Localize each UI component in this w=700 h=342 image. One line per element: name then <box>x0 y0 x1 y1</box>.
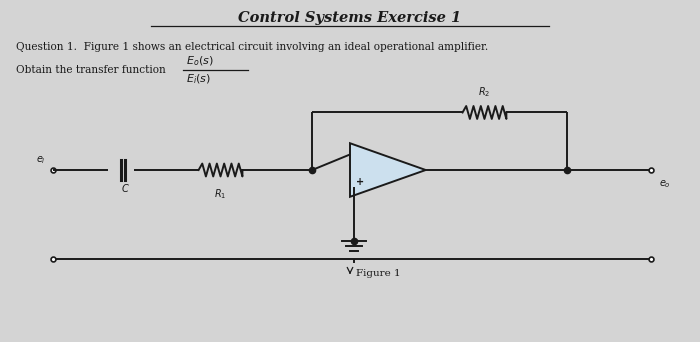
Text: $R_2$: $R_2$ <box>478 85 491 98</box>
Text: Obtain the transfer function: Obtain the transfer function <box>16 65 166 75</box>
Text: +: + <box>356 177 364 187</box>
Text: $e_i$: $e_i$ <box>36 154 46 166</box>
Text: C: C <box>122 184 128 194</box>
Text: $R_1$: $R_1$ <box>214 187 227 201</box>
Text: Question 1.  Figure 1 shows an electrical circuit involving an ideal operational: Question 1. Figure 1 shows an electrical… <box>16 42 489 52</box>
Text: $e_o$: $e_o$ <box>659 178 671 190</box>
Text: Control Systems Exercise 1: Control Systems Exercise 1 <box>239 11 461 25</box>
Text: $E_i(s)$: $E_i(s)$ <box>186 72 211 86</box>
Text: Figure 1: Figure 1 <box>356 269 400 278</box>
Text: $E_o(s)$: $E_o(s)$ <box>186 54 214 68</box>
Polygon shape <box>350 143 426 197</box>
